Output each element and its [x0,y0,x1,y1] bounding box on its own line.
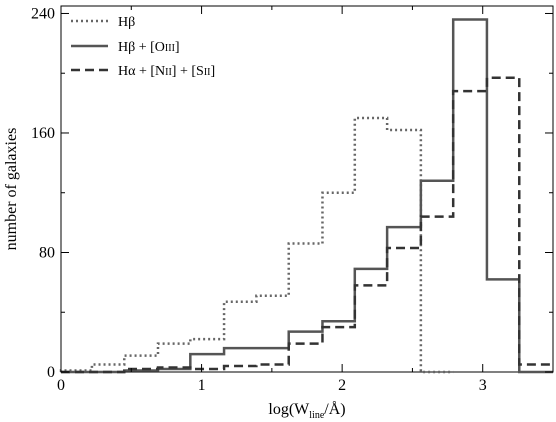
y-tick-label: 0 [47,364,55,381]
series-line-dotted [59,116,454,374]
legend-label-hbeta: Hβ [118,15,135,30]
x-tick-label: 1 [198,377,206,394]
legend-label-hbeta-oiii: Hβ + [OIII] [118,40,180,55]
y-tick-label: 240 [31,5,55,22]
x-axis-title: log(Wline/Å) [268,400,345,421]
legend-label-halpha-nii-sii: Hα + [NII] + [SII] [118,64,215,79]
x-tick-label: 3 [479,377,487,394]
y-axis-title: number of galaxies [3,128,20,251]
y-tick-label: 80 [39,244,55,261]
x-tick-label: 2 [338,377,346,394]
plot-frame [60,5,554,373]
series-line-dashed [61,76,553,374]
series-0 [59,116,454,374]
y-axis-ticks: 0 80 160 240 [31,5,553,381]
series-layer [59,18,553,374]
x-tick-label: 0 [57,377,65,394]
y-tick-label: 160 [31,125,55,142]
series-2 [61,76,553,374]
legend: Hβ Hβ + [OIII] Hα + [NII] + [SII] [71,15,215,79]
x-axis-ticks: 0 1 2 3 [57,6,554,394]
